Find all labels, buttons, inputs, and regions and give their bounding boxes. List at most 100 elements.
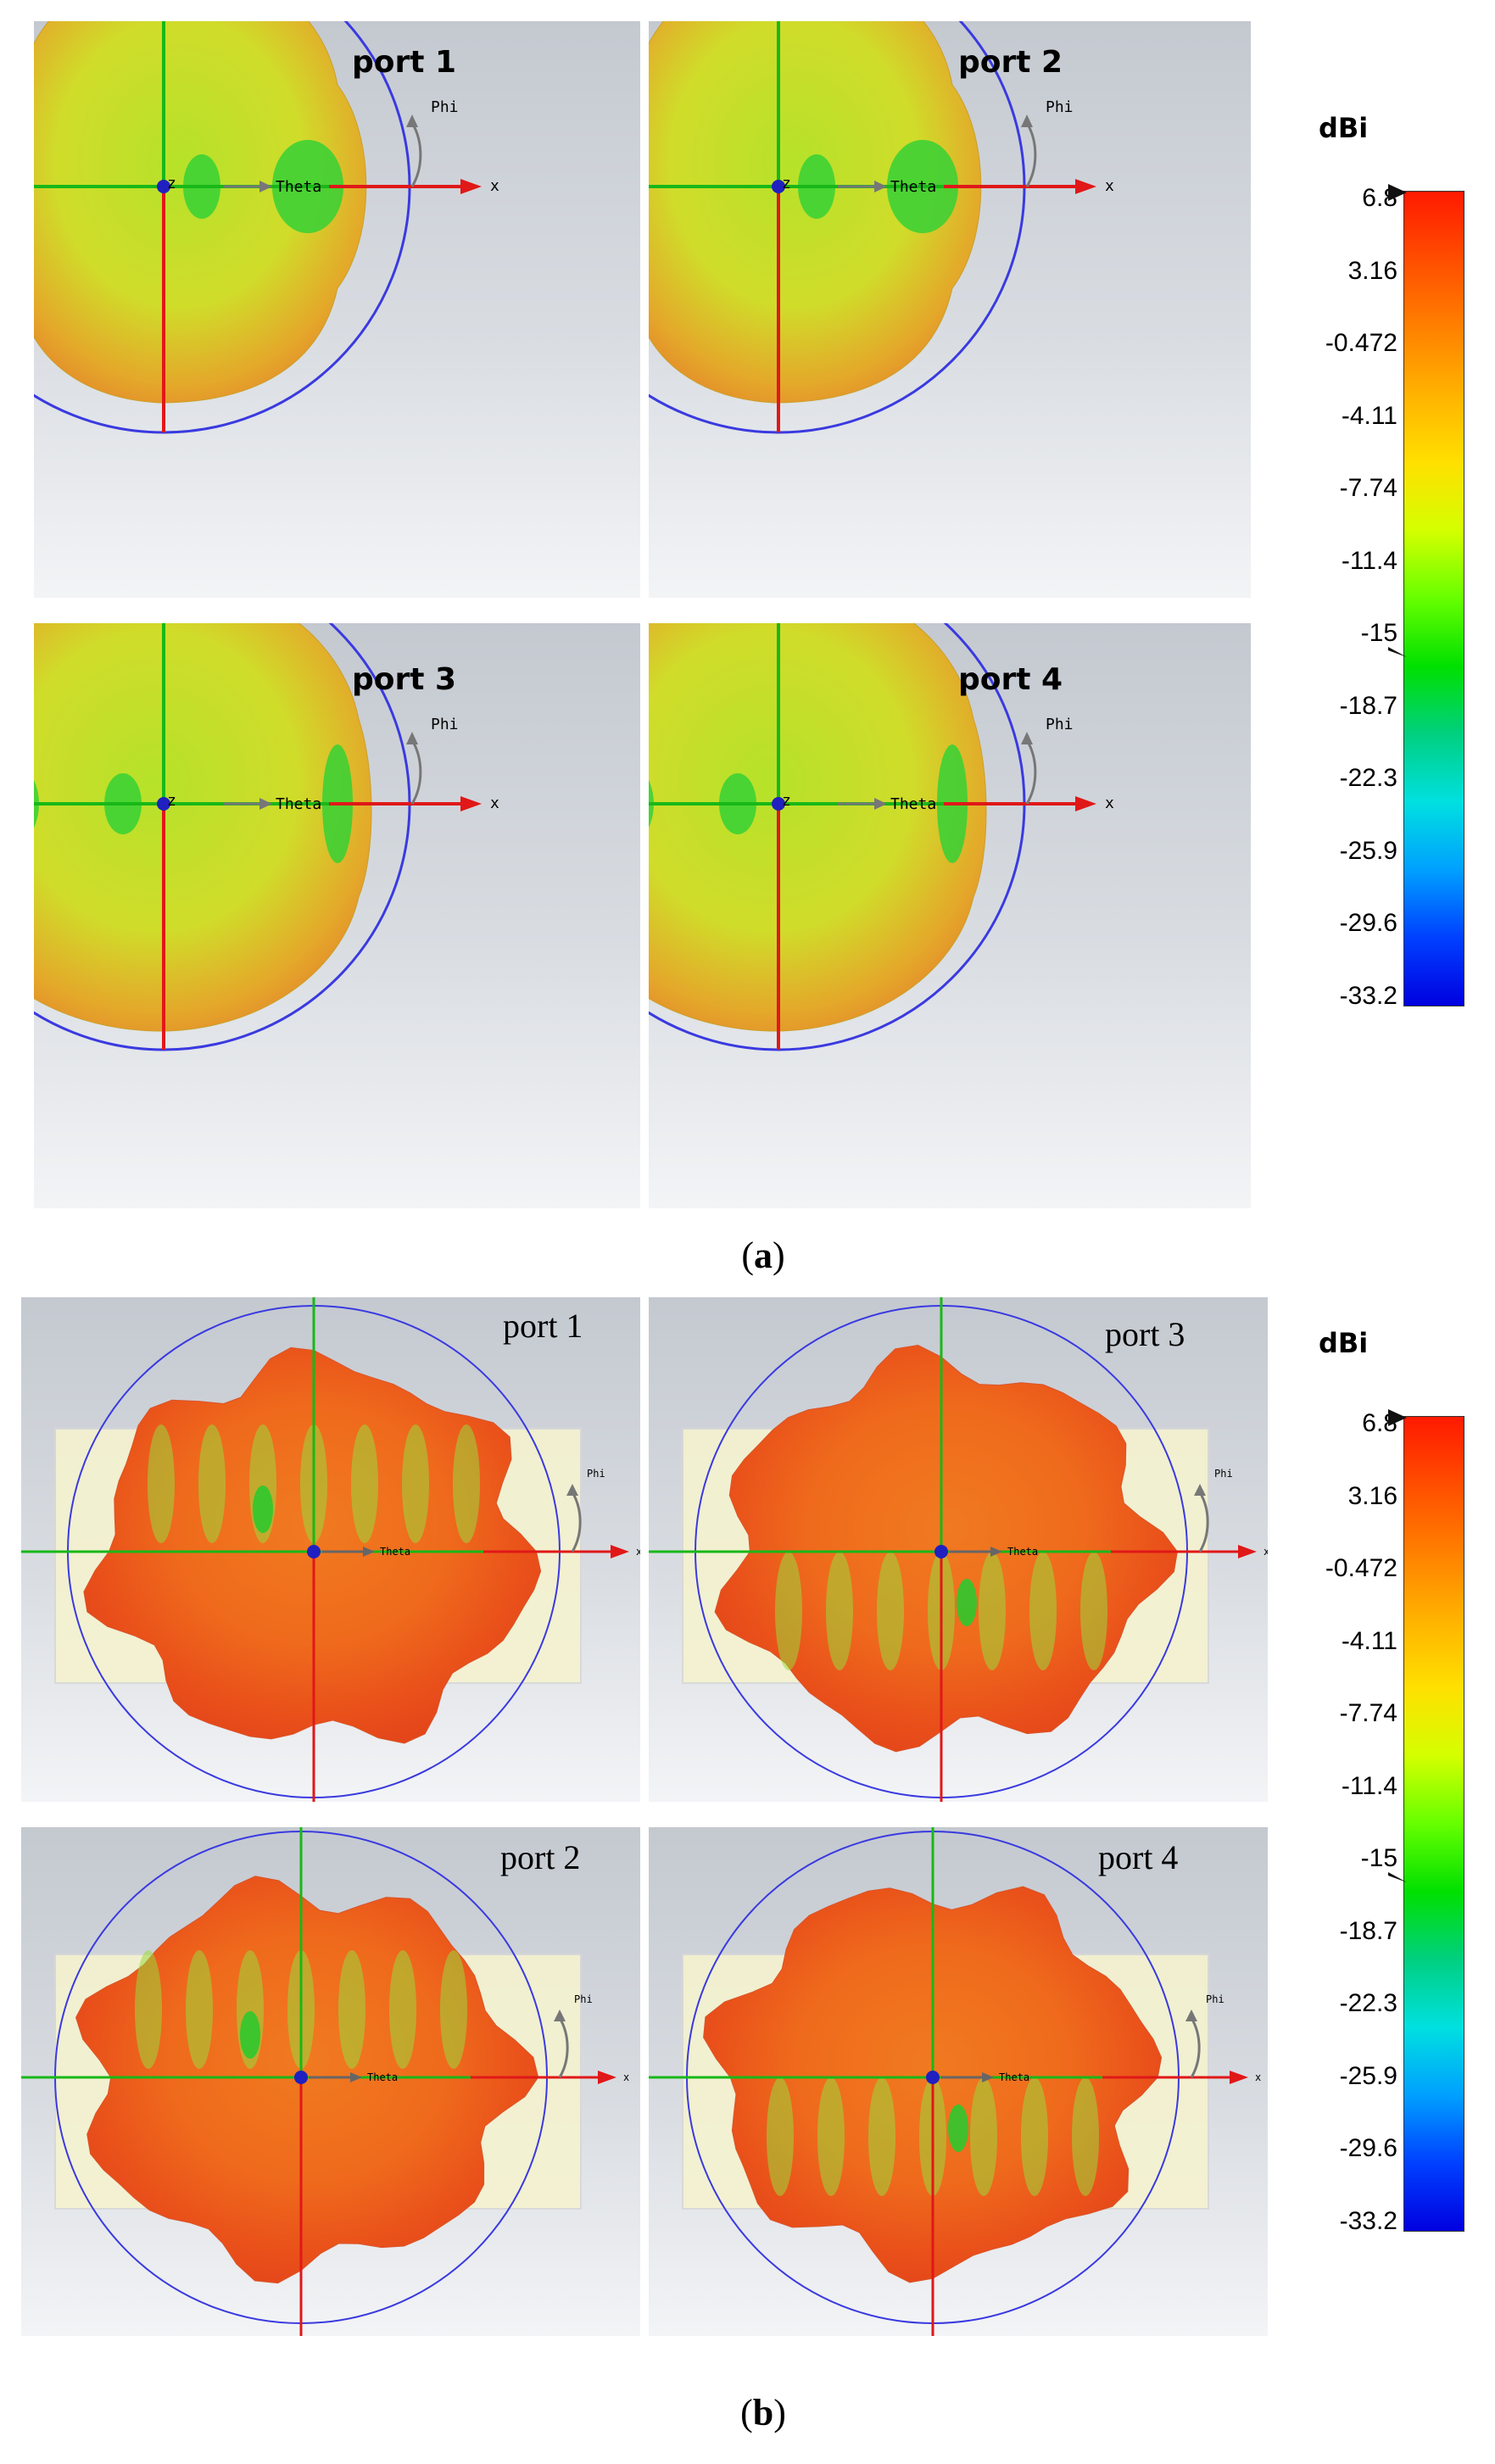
pattern-ripple [775,1552,802,1670]
z-axis-label: z [167,175,176,192]
z-axis-label: z [167,792,176,810]
origin-point [157,797,170,811]
colorbar-tick-label: -0.472 [1325,1554,1397,1583]
pattern-ripple [1080,1552,1107,1670]
theta-label: Theta [276,178,321,196]
x-arrow-head [611,1545,629,1558]
colorbar-tick-label: -25.9 [1339,2061,1397,2090]
pattern-null [240,2011,260,2059]
theta-label: Theta [999,2071,1029,2083]
pattern-ripple [148,1424,175,1543]
panel-label: port 4 [1098,1838,1179,1876]
x-axis-label: x [490,794,499,812]
pattern-ripple [402,1424,429,1543]
phi-arrow-head [1185,2010,1197,2021]
phi-arrow-head [1194,1484,1206,1496]
phi-arrow-head [406,732,418,744]
theta-arrow-head [259,181,272,192]
phi-arrow-head [406,114,418,127]
origin-point [772,797,785,811]
pattern-ripple [453,1424,480,1543]
colorbar-tick-label: -7.74 [1339,474,1397,503]
x-arrow-head [1230,2071,1248,2084]
pattern-null [253,1486,273,1533]
x-arrow-head [598,2071,616,2084]
phi-arc [1025,122,1037,187]
x-axis-label: x [1105,794,1114,812]
pattern-ripple [1072,2077,1099,2196]
colorbar-tick-label: -4.11 [1341,401,1397,430]
phi-label: Phi [1046,98,1074,116]
theta-arrow-head [874,798,887,810]
colorbar-tick-label: -7.74 [1339,1699,1397,1728]
colorbar-tick-label: -15 [1360,619,1397,648]
caption-b: (b) [740,2392,786,2433]
theta-arrow-head [363,1547,375,1557]
colorbar-tick-label: -15 [1360,1844,1397,1873]
colorbar-tick-label: -33.2 [1339,2206,1397,2235]
colorbar-a [1403,191,1464,1006]
x-axis-label: x [636,1546,640,1558]
phi-arc [410,739,422,805]
colorbar-markers [1388,184,1407,657]
theta-arrow-head [990,1547,1002,1557]
colorbar-unit: dBi [1319,1327,1369,1359]
panel-label: port 3 [1105,1315,1185,1353]
panel-label: port 4 [958,662,1063,697]
colorbar-tick-label: -18.7 [1339,691,1397,720]
pattern-ripple [440,1950,467,2069]
theta-arrow-head [982,2072,994,2082]
theta-label: Theta [890,795,936,813]
colorbar-tick-label: -11.4 [1341,546,1397,575]
pattern-ripple [338,1950,365,2069]
colorbar-tick-label: 6.8 [1362,184,1397,212]
colorbar-markers [1388,1409,1407,1882]
phi-arrow-head [1021,732,1033,744]
pattern-ripple [826,1552,853,1670]
phi-label: Phi [431,98,459,116]
pattern-panel-b-port-2: Theta Phi x port 2 [21,1827,640,2336]
phi-label: Phi [587,1468,605,1480]
panel-label: port 1 [503,1307,583,1345]
phi-label: Phi [1214,1468,1233,1480]
theta-label: Theta [367,2071,398,2083]
theta-arrow-head [350,2072,362,2082]
phi-arc [1198,1491,1209,1553]
colorbar-tick-label: -0.472 [1325,329,1397,358]
phi-arc [410,122,422,187]
x-arrow-head [460,796,482,811]
panel-label: port 1 [352,45,457,80]
theta-label: Theta [1007,1546,1038,1558]
pattern-ripple [1029,1552,1057,1670]
colorbar-unit: dBi [1319,112,1369,144]
origin-point [294,2071,308,2084]
phi-arc [1190,2017,1201,2078]
pattern-null [948,2104,968,2152]
pattern-panel-a-port-1: ThetaPhixyz port 1 [34,21,640,598]
x-axis-label: x [1255,2071,1261,2083]
phi-arc [558,2017,569,2078]
x-axis-label: x [1105,177,1114,195]
theta-arrow-head [874,181,887,192]
colorbar-tick-label: -29.6 [1339,2134,1397,2163]
radiation-pattern [649,623,987,1032]
pattern-ripple [817,2077,845,2196]
colorbar-tick-label: -4.11 [1341,1626,1397,1655]
phi-arrow-head [554,2010,566,2021]
phi-arc [571,1491,582,1553]
pattern-panel-b-port-3: Theta Phi x port 3 [649,1297,1268,1802]
x-arrow-head [1075,796,1096,811]
pattern-ripple [389,1950,416,2069]
colorbar-tick-label: -18.7 [1339,1916,1397,1945]
phi-label: Phi [1046,716,1074,733]
x-axis-label: x [490,177,499,195]
colorbar-tick-label: -25.9 [1339,836,1397,865]
pattern-null [957,1579,977,1626]
phi-arrow-head [566,1484,578,1496]
pattern-ripple [868,2077,895,2196]
pattern-ripple [979,1552,1006,1670]
colorbar-tick-label: -29.6 [1339,909,1397,938]
pattern-ripple [877,1552,904,1670]
pattern-ripple [351,1424,378,1543]
x-axis-label: x [623,2071,629,2083]
